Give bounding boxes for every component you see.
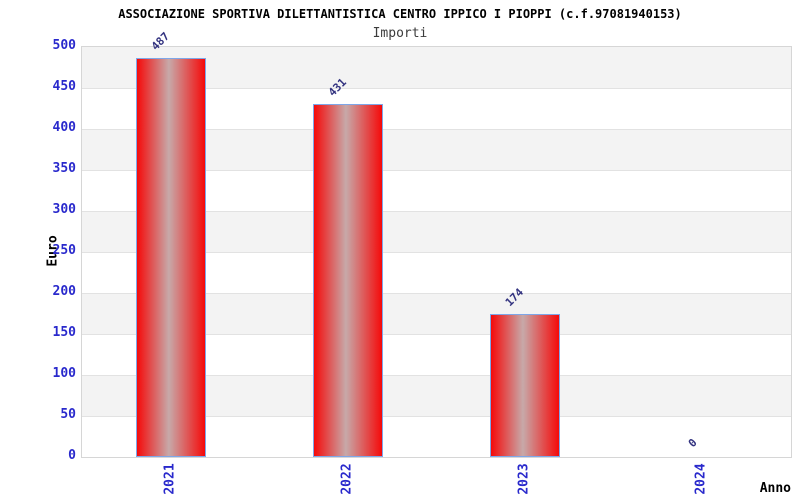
plot-area: 487 431 174 0 [81, 29, 792, 458]
gridline [82, 88, 791, 89]
bar-2023 [490, 314, 561, 457]
bar-2022 [312, 103, 383, 457]
y-tick-label: 400 [52, 120, 76, 135]
x-tick-label: 2022 [339, 463, 355, 495]
gridline [82, 416, 791, 417]
y-tick-label: 450 [52, 79, 76, 94]
bar-2021 [135, 57, 206, 457]
y-tick-label: 100 [52, 366, 76, 381]
y-tick-label: 50 [60, 407, 76, 422]
gridline [82, 293, 791, 294]
x-tick-label: 2023 [516, 463, 532, 495]
gridline [82, 211, 791, 212]
y-tick-label: 0 [68, 448, 76, 463]
y-tick-label: 200 [52, 284, 76, 299]
x-axis-title: Anno [759, 481, 791, 496]
gridline [82, 252, 791, 253]
gridline [82, 375, 791, 376]
x-tick-label: 2021 [162, 463, 178, 495]
y-tick-label: 350 [52, 161, 76, 176]
gridline [82, 334, 791, 335]
y-tick-label: 500 [52, 38, 76, 53]
y-tick-label: 150 [52, 325, 76, 340]
x-tick-label: 2024 [693, 463, 709, 495]
gridline [82, 129, 791, 130]
chart-title: ASSOCIAZIONE SPORTIVA DILETTANTISTICA CE… [118, 7, 682, 21]
y-tick-label: 250 [52, 243, 76, 258]
y-tick-label: 300 [52, 202, 76, 217]
chart-subtitle: Importi [372, 26, 428, 41]
gridline [82, 170, 791, 171]
